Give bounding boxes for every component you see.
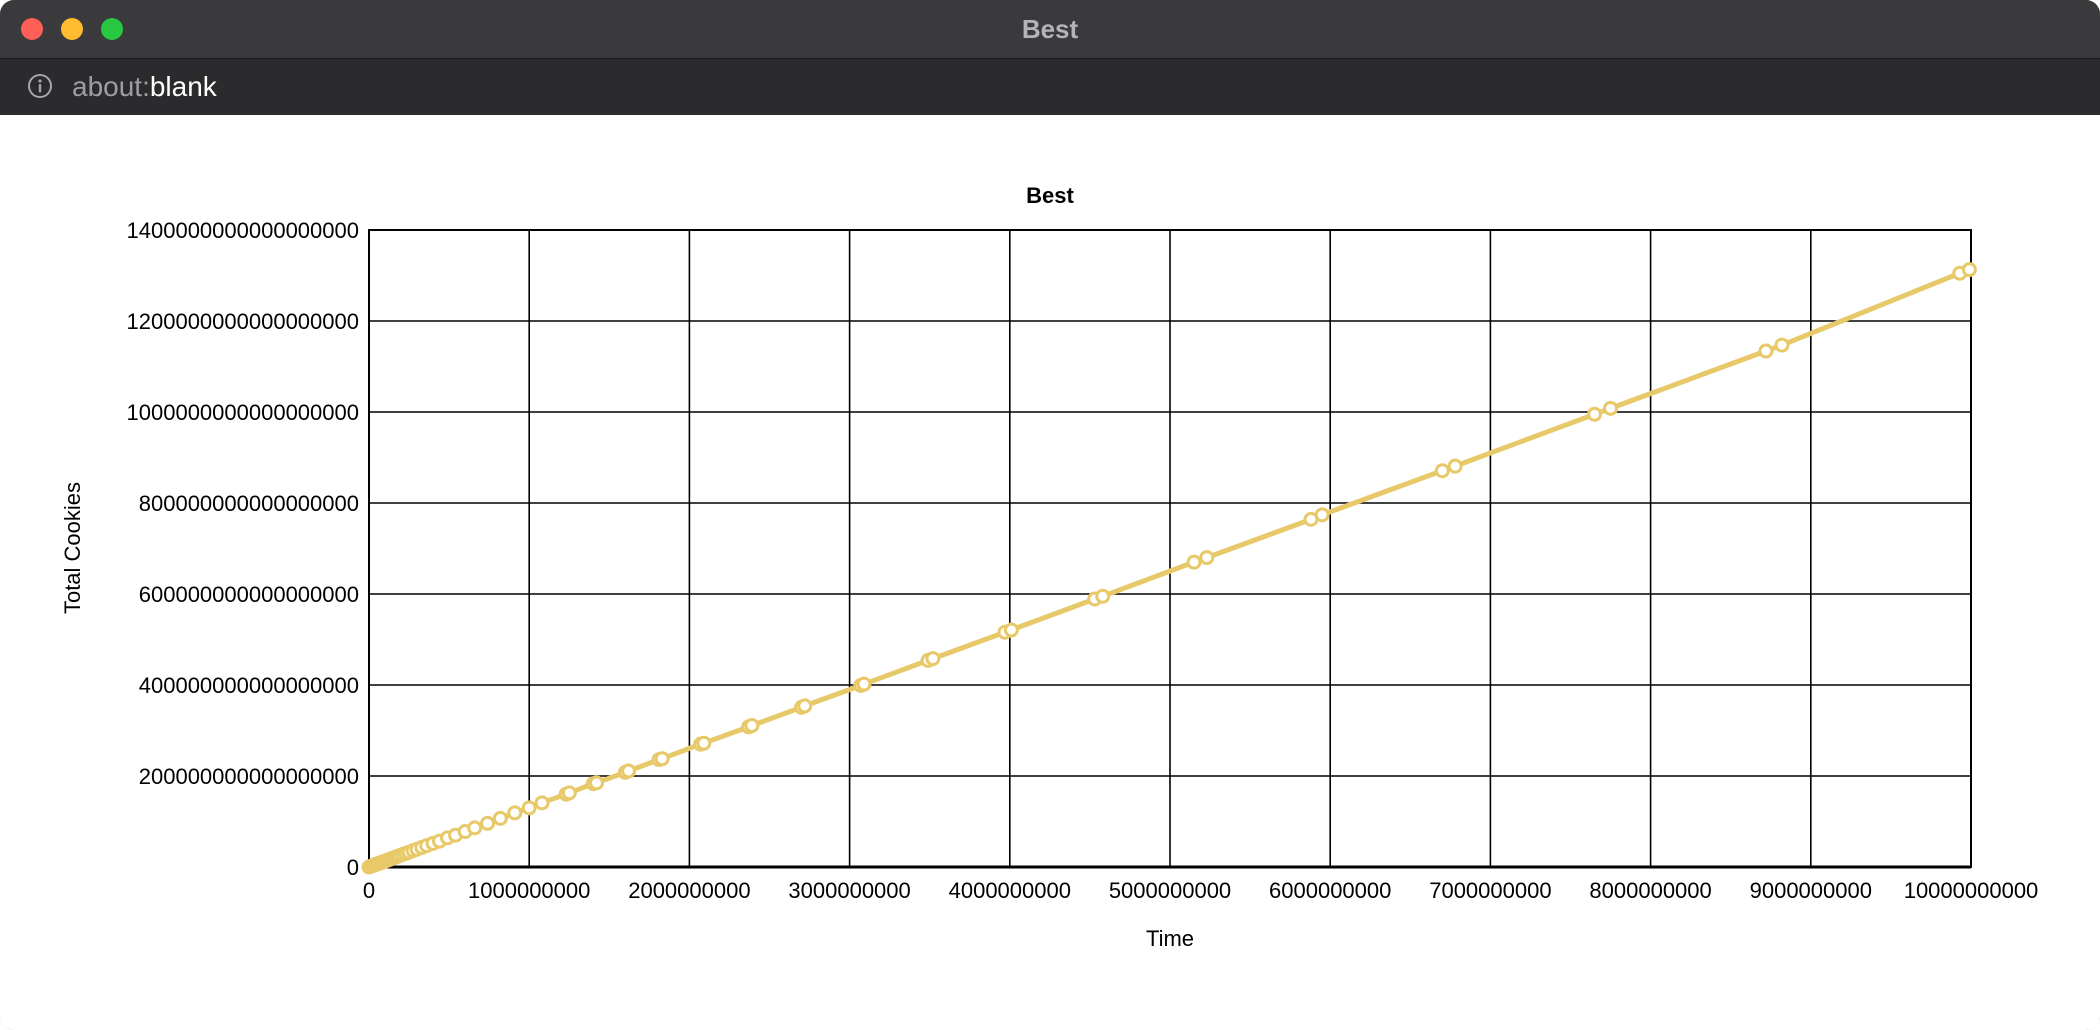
data-point [1434,463,1450,479]
y-tick-label: 400000000000000000 [139,673,359,698]
window-title: Best [1021,14,1079,44]
minimize-traffic-light[interactable] [61,18,83,40]
y-axis-label: Total Cookies [60,482,85,614]
line-chart: 0 1000000000 2000000000 3000000000 400000000… [60,183,2038,951]
y-tick-label: 1000000000000000000 [127,400,359,425]
data-point [1961,262,1977,278]
x-tick-label: 2000000000 [628,878,750,903]
y-tick-label: 800000000000000000 [139,491,359,516]
data-point [561,785,577,801]
x-tick-label: 9000000000 [1750,878,1872,903]
data-point [467,820,483,836]
url-field[interactable]: about:blank [72,70,217,104]
data-point [1587,406,1603,422]
x-tick-label: 5000000000 [1109,878,1231,903]
x-tick-label: 10000000000 [1904,878,2039,903]
y-tick-label: 1200000000000000000 [127,309,359,334]
data-point [588,775,604,791]
data-point [492,810,508,826]
chart-grid [368,229,1972,868]
title-bar[interactable]: Best [0,0,2100,59]
data-point [925,651,941,667]
chart-title: Best [1026,183,1074,208]
data-point [1095,588,1111,604]
data-point [1199,550,1215,566]
url-path: blank [149,71,217,102]
y-tick-labels: 0 200000000000000000 400000000000000000 600… [127,218,359,880]
data-point [1447,458,1463,474]
data-point [480,815,496,831]
x-axis-label: Time [1146,926,1194,951]
info-icon[interactable] [27,73,53,99]
y-tick-label: 0 [347,855,359,880]
data-point [1758,343,1774,359]
data-point [856,676,872,692]
data-point [1314,507,1330,523]
x-tick-label: 6000000000 [1269,878,1391,903]
data-point [534,795,550,811]
x-tick-label: 7000000000 [1429,878,1551,903]
x-tick-label: 4000000000 [949,878,1071,903]
data-point [1603,400,1619,416]
data-point [797,698,813,714]
page-content: 0 1000000000 2000000000 3000000000 400000000… [0,115,2100,1030]
data-point [744,717,760,733]
x-tick-labels: 0 1000000000 2000000000 3000000000 400000000… [363,878,2038,903]
data-point [1186,554,1202,570]
chart-series [361,262,1977,875]
data-point [1774,337,1790,353]
data-point [507,805,523,821]
data-point [696,735,712,751]
x-tick-label: 1000000000 [468,878,590,903]
url-scheme: about: [72,71,150,102]
data-point [521,800,537,816]
y-tick-label: 200000000000000000 [139,764,359,789]
data-point [1003,622,1019,638]
data-point [654,751,670,767]
maximize-traffic-light[interactable] [101,18,123,40]
address-bar[interactable] [0,59,2100,115]
y-tick-label: 1400000000000000000 [127,218,359,243]
x-tick-label: 3000000000 [788,878,910,903]
data-point [621,763,637,779]
close-traffic-light[interactable] [21,18,43,40]
y-tick-label: 600000000000000000 [139,582,359,607]
x-tick-label: 0 [363,878,375,903]
chart-axes [368,230,1971,869]
x-tick-label: 8000000000 [1589,878,1711,903]
